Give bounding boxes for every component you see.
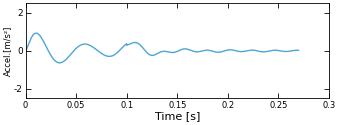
X-axis label: Time [s]: Time [s] bbox=[155, 112, 200, 122]
Y-axis label: Accel.[m/s²]: Accel.[m/s²] bbox=[3, 26, 13, 76]
